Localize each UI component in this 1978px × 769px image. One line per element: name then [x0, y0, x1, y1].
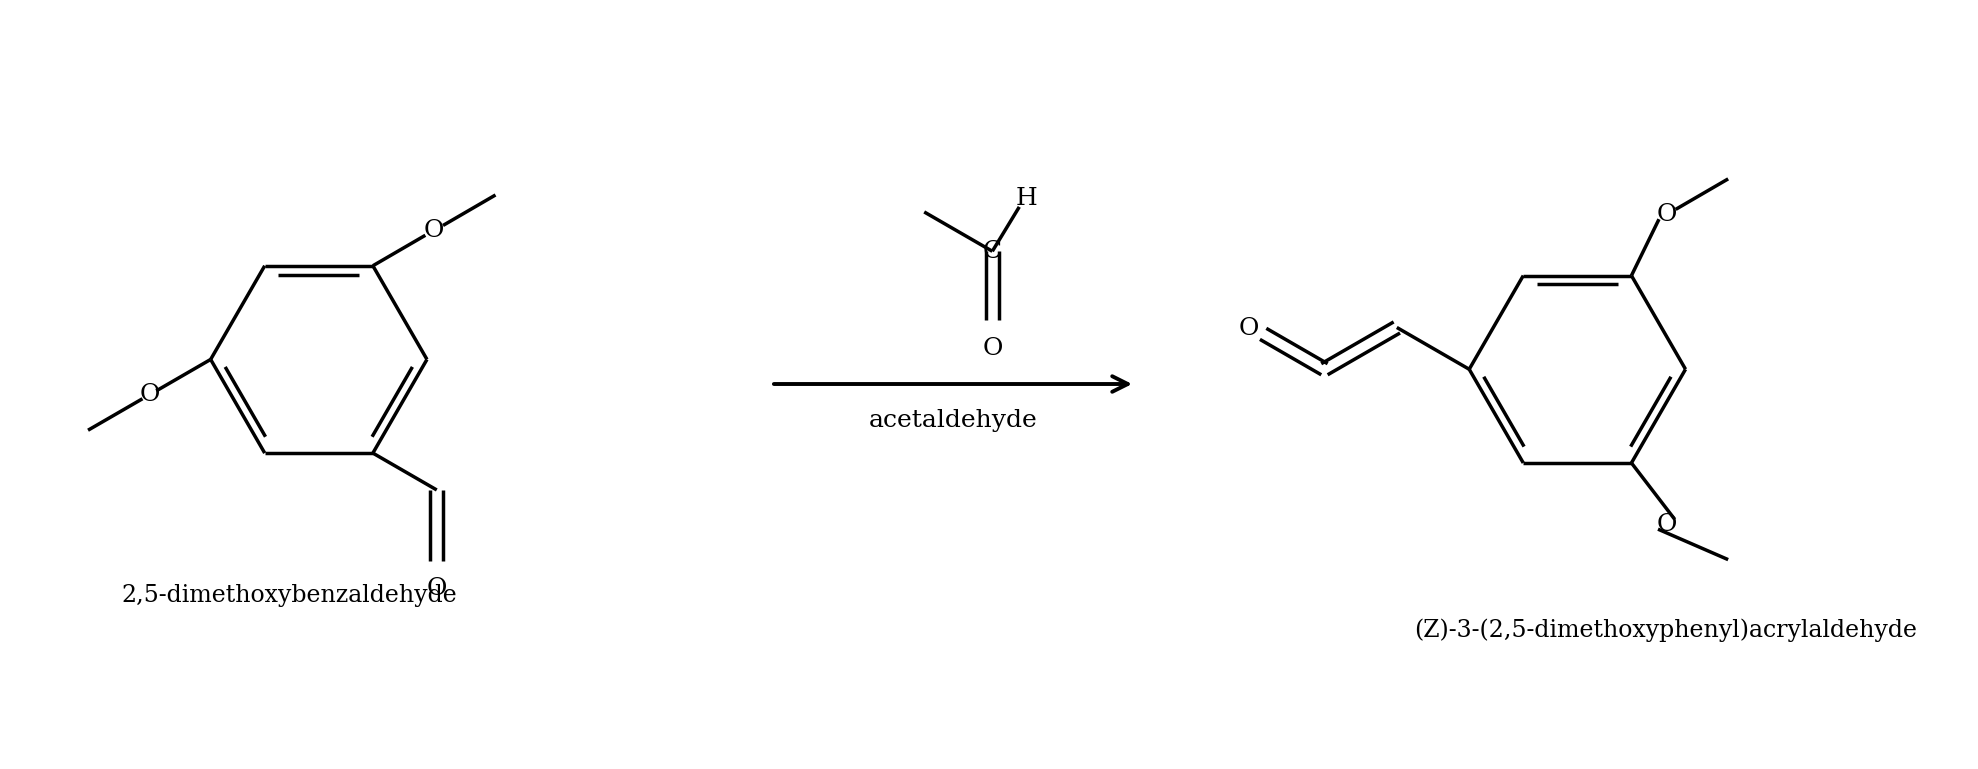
Text: O: O — [983, 337, 1003, 360]
Text: (Z)-3-(2,5-dimethoxyphenyl)acrylaldehyde: (Z)-3-(2,5-dimethoxyphenyl)acrylaldehyde — [1414, 618, 1917, 641]
Text: O: O — [1238, 318, 1258, 341]
Text: O: O — [138, 383, 160, 406]
Text: O: O — [427, 578, 447, 601]
Text: C: C — [983, 240, 1003, 263]
Text: O: O — [423, 219, 445, 242]
Text: O: O — [1658, 203, 1677, 226]
Text: H: H — [1015, 187, 1036, 209]
Text: acetaldehyde: acetaldehyde — [868, 408, 1036, 431]
Text: O: O — [1658, 513, 1677, 536]
Text: 2,5-dimethoxybenzaldehyde: 2,5-dimethoxybenzaldehyde — [121, 584, 457, 607]
